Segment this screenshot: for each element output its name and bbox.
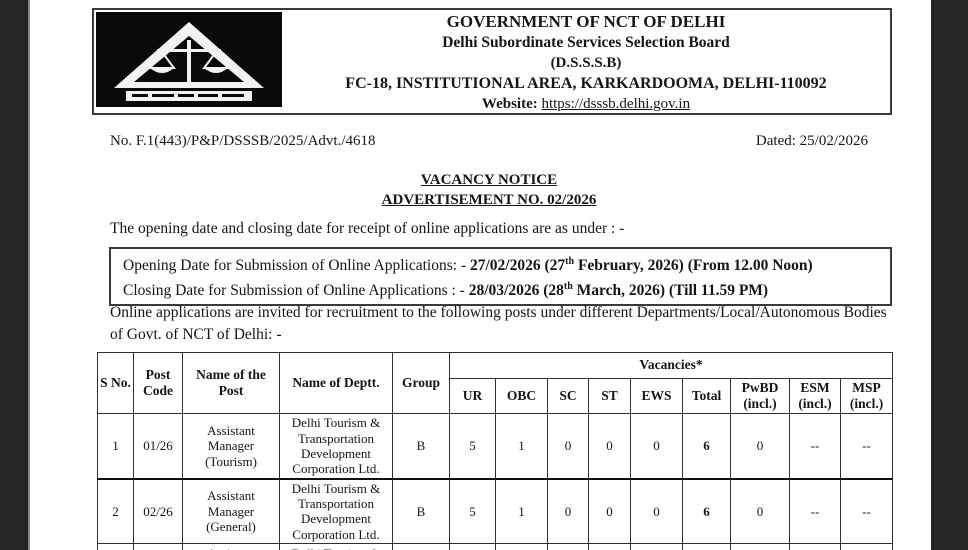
closing-date-label: Closing Date for Submission of Online Ap… [123, 282, 469, 300]
col-vacancies: Vacancies* [448, 352, 894, 379]
col-msp: MSP (incl.) [839, 377, 894, 415]
letterhead: GOVERNMENT OF NCT OF DELHI Delhi Subordi… [92, 8, 892, 115]
board-abbr: (D.S.S.S.B) [550, 54, 622, 71]
body-paragraph: Online applications are invited for recr… [110, 304, 887, 343]
website-label: Website: [481, 95, 538, 112]
col-post-name: Name of the Post [182, 351, 280, 415]
advertisement-no: ADVERTISEMENT NO. 02/2026 [381, 192, 597, 208]
col-pwbd: PwBD (incl.) [730, 377, 790, 415]
table-header-row-2: UR OBC SC ST EWS Total PwBD (incl.) ESM … [98, 377, 894, 415]
govt-title: GOVERNMENT OF NCT OF DELHI [446, 11, 726, 31]
col-st: ST [588, 377, 631, 415]
document-page: GOVERNMENT OF NCT OF DELHI Delhi Subordi… [28, 0, 931, 550]
closing-date-line: Closing Date for Submission of Online Ap… [123, 281, 769, 300]
dates-box: Opening Date for Submission of Online Ap… [109, 247, 892, 307]
table-row: 2 02/26 Assistant Manager (General) Delh… [97, 478, 894, 544]
intro-paragraph: The opening date and closing date for re… [110, 220, 625, 237]
board-name: Delhi Subordinate Services Selection Boa… [442, 34, 730, 52]
col-total: Total [682, 377, 731, 415]
reference-line: No. F.1(443)/P&P/DSSSB/2025/Advt./4618 D… [110, 133, 868, 150]
table-row: 1 01/26 Assistant Manager (Tourism) Delh… [97, 413, 894, 480]
letterhead-text: GOVERNMENT OF NCT OF DELHI Delhi Subordi… [282, 10, 890, 113]
vacancies-table: S No. Post Code Name of the Post Name of… [97, 351, 894, 550]
notice-title: VACANCY NOTICE ADVERTISEMENT NO. 02/2026 [110, 170, 868, 210]
opening-date-line: Opening Date for Submission of Online Ap… [123, 256, 813, 275]
table-header-row-1: S No. Post Code Name of the Post Name of… [97, 351, 894, 415]
col-sc: SC [547, 377, 589, 415]
website-line: Website: https://dsssb.delhi.gov.in [482, 95, 690, 115]
col-post-code: Post Code [133, 351, 183, 415]
col-s-no: S No. [97, 351, 134, 415]
vacancy-notice-heading: VACANCY NOTICE [420, 172, 558, 188]
col-deptt: Name of Deptt. [279, 351, 393, 415]
col-esm: ESM (incl.) [789, 377, 841, 415]
col-obc: OBC [495, 377, 548, 415]
col-group: Group [392, 351, 450, 415]
file-number: No. F.1(443)/P&P/DSSSB/2025/Advt./4618 [110, 133, 376, 149]
website-link[interactable]: https://dsssb.delhi.gov.in [541, 95, 691, 112]
table-row-partial: Assistant Delhi Tourism & [97, 543, 894, 550]
dated: Dated: 25/02/2026 [755, 133, 868, 149]
board-address: FC-18, INSTITUTIONAL AREA, KARKARDOOMA, … [345, 75, 827, 93]
col-ur: UR [449, 377, 496, 415]
dsssb-logo [96, 12, 282, 107]
col-ews: EWS [630, 377, 683, 415]
opening-date-label: Opening Date for Submission of Online Ap… [123, 257, 470, 275]
